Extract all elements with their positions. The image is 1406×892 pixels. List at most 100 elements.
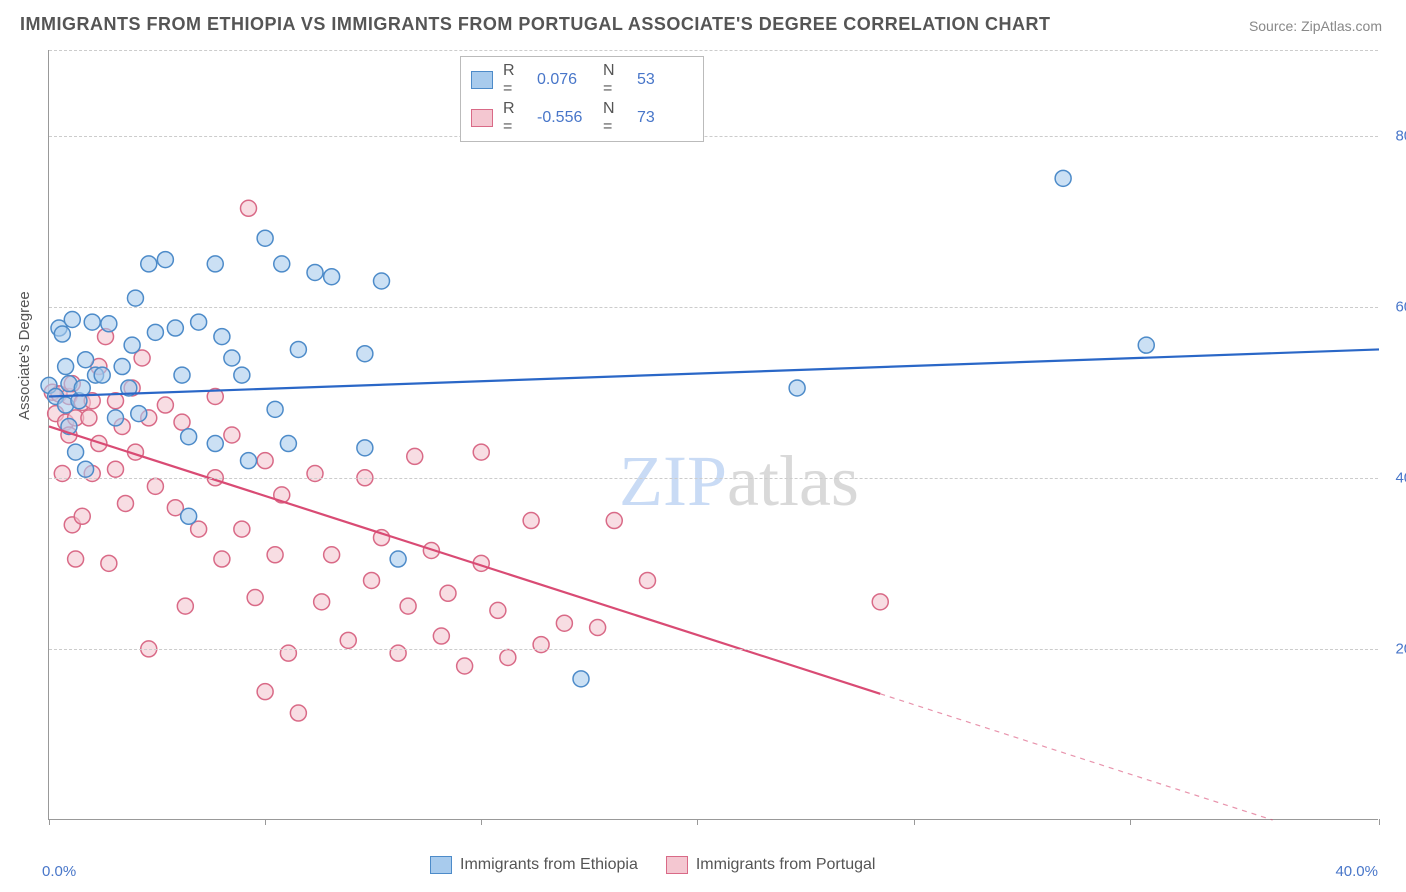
scatter-point	[257, 684, 273, 700]
scatter-point	[54, 466, 70, 482]
n-label-1: N =	[603, 100, 627, 136]
source-name: ZipAtlas.com	[1301, 18, 1382, 34]
x-tick-mark	[49, 819, 50, 825]
trend-line	[49, 426, 880, 693]
scatter-point	[234, 367, 250, 383]
scatter-point	[214, 551, 230, 567]
trend-line-dashed	[880, 694, 1272, 820]
scatter-point	[390, 645, 406, 661]
scatter-point	[357, 440, 373, 456]
n-label-0: N =	[603, 62, 627, 98]
scatter-point	[127, 290, 143, 306]
scatter-point	[58, 359, 74, 375]
x-tick-mark	[1130, 819, 1131, 825]
y-tick-label: 60.0%	[1388, 298, 1406, 315]
scatter-point	[141, 256, 157, 272]
scatter-point	[400, 598, 416, 614]
scatter-point	[247, 590, 263, 606]
y-axis-label: Associate's Degree	[16, 291, 33, 420]
x-tick-mark	[914, 819, 915, 825]
scatter-point	[590, 620, 606, 636]
scatter-point	[157, 252, 173, 268]
scatter-point	[440, 585, 456, 601]
chart-plot-area: ZIPatlas 20.0%40.0%60.0%80.0%	[48, 50, 1378, 820]
scatter-point	[131, 406, 147, 422]
scatter-point	[280, 436, 296, 452]
legend-item-ethiopia: Immigrants from Ethiopia	[430, 856, 638, 874]
scatter-point	[274, 256, 290, 272]
scatter-point	[177, 598, 193, 614]
legend-label-portugal: Immigrants from Portugal	[696, 856, 876, 874]
chart-title: IMMIGRANTS FROM ETHIOPIA VS IMMIGRANTS F…	[20, 14, 1050, 35]
scatter-point	[473, 444, 489, 460]
scatter-point	[101, 316, 117, 332]
legend-stats-row-0: R = 0.076 N = 53	[471, 61, 693, 99]
scatter-point	[556, 615, 572, 631]
scatter-point	[523, 513, 539, 529]
legend-item-portugal: Immigrants from Portugal	[666, 856, 876, 874]
scatter-point	[157, 397, 173, 413]
scatter-point	[181, 429, 197, 445]
scatter-point	[407, 448, 423, 464]
scatter-point	[433, 628, 449, 644]
scatter-point	[224, 427, 240, 443]
scatter-point	[324, 269, 340, 285]
scatter-point	[191, 314, 207, 330]
r-value-1: -0.556	[537, 109, 593, 127]
scatter-point	[267, 401, 283, 417]
scatter-point	[640, 572, 656, 588]
scatter-point	[68, 444, 84, 460]
scatter-point	[74, 380, 90, 396]
scatter-point	[207, 256, 223, 272]
swatch-portugal-icon	[471, 109, 493, 127]
scatter-point	[78, 352, 94, 368]
y-tick-label: 40.0%	[1388, 469, 1406, 486]
r-label-1: R =	[503, 100, 527, 136]
legend-swatch-portugal-icon	[666, 856, 688, 874]
scatter-point	[290, 705, 306, 721]
scatter-point	[364, 572, 380, 588]
x-tick-mark	[265, 819, 266, 825]
scatter-point	[1055, 170, 1071, 186]
gridline	[49, 307, 1378, 308]
scatter-point	[374, 273, 390, 289]
scatter-point	[307, 466, 323, 482]
scatter-point	[78, 461, 94, 477]
scatter-point	[81, 410, 97, 426]
source-label: Source:	[1249, 18, 1301, 34]
gridline	[49, 649, 1378, 650]
n-value-0: 53	[637, 71, 693, 89]
scatter-point	[340, 632, 356, 648]
scatter-point	[207, 436, 223, 452]
scatter-point	[290, 341, 306, 357]
x-tick-mark	[697, 819, 698, 825]
scatter-point	[533, 637, 549, 653]
scatter-point	[147, 324, 163, 340]
x-tick-mark	[481, 819, 482, 825]
scatter-point	[241, 200, 257, 216]
scatter-point	[224, 350, 240, 366]
y-tick-label: 20.0%	[1388, 640, 1406, 657]
x-tick-0: 0.0%	[42, 863, 76, 880]
scatter-point	[789, 380, 805, 396]
scatter-point	[324, 547, 340, 563]
y-tick-label: 80.0%	[1388, 127, 1406, 144]
gridline	[49, 136, 1378, 137]
x-tick-40: 40.0%	[1335, 863, 1378, 880]
legend-swatch-ethiopia-icon	[430, 856, 452, 874]
scatter-point	[124, 337, 140, 353]
scatter-point	[307, 264, 323, 280]
n-value-1: 73	[637, 109, 693, 127]
scatter-point	[357, 346, 373, 362]
scatter-point	[108, 461, 124, 477]
scatter-point	[267, 547, 283, 563]
scatter-point	[1138, 337, 1154, 353]
scatter-point	[257, 230, 273, 246]
scatter-point	[74, 508, 90, 524]
legend-stats: R = 0.076 N = 53 R = -0.556 N = 73	[460, 56, 704, 142]
scatter-point	[64, 312, 80, 328]
scatter-point	[214, 329, 230, 345]
scatter-point	[390, 551, 406, 567]
scatter-point	[606, 513, 622, 529]
scatter-point	[54, 326, 70, 342]
